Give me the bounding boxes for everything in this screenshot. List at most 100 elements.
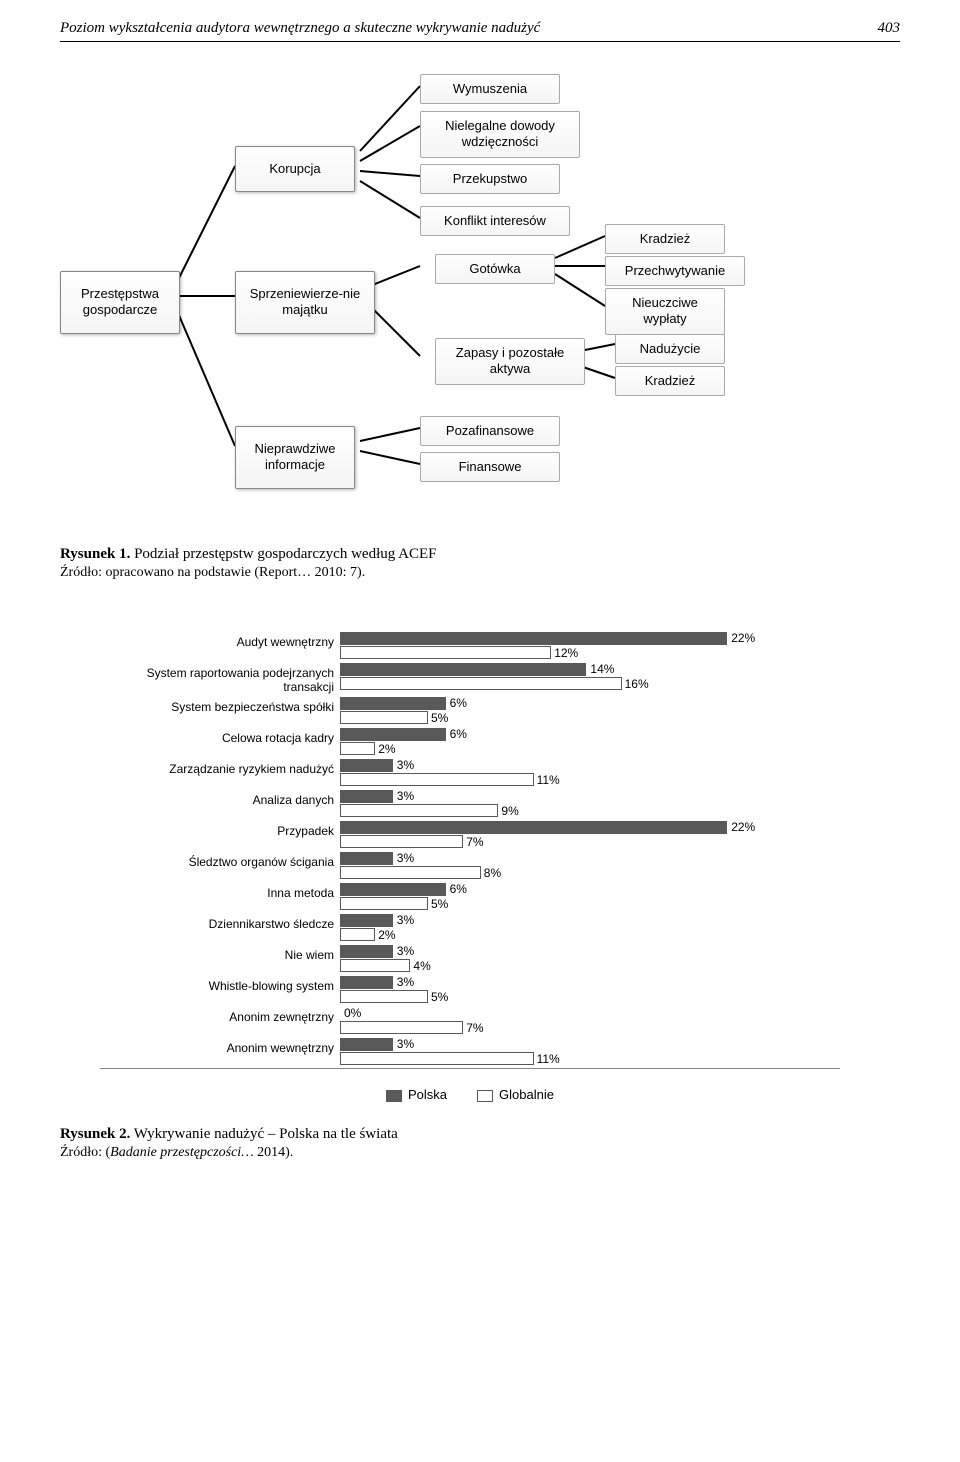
bar-polska: 3% bbox=[340, 852, 393, 865]
bar-pair: 3%4% bbox=[340, 944, 840, 973]
bar-value-polska: 6% bbox=[446, 727, 467, 741]
bar-polska: 3% bbox=[340, 976, 393, 989]
bar-polska: 6% bbox=[340, 728, 446, 741]
bar-row: System bezpieczeństwa spółki6%5% bbox=[100, 696, 840, 725]
node-wymuszenia: Wymuszenia bbox=[420, 74, 560, 104]
bar-value-polska: 6% bbox=[446, 882, 467, 896]
bar-row: Anonim wewnętrzny3%11% bbox=[100, 1037, 840, 1066]
figure2-src-suffix: 2014). bbox=[254, 1145, 294, 1160]
bar-value-global: 2% bbox=[374, 928, 395, 942]
node-sprzeniewierzenie: Sprzeniewierze-nie majątku bbox=[235, 271, 375, 334]
figure2-caption: Rysunek 2. Wykrywanie nadużyć – Polska n… bbox=[60, 1126, 900, 1143]
legend-polska: Polska bbox=[386, 1087, 447, 1102]
bar-polska: 3% bbox=[340, 1038, 393, 1051]
node-kradziez1: Kradzież bbox=[605, 224, 725, 254]
bar-label: Analiza danych bbox=[100, 789, 340, 807]
bar-polska: 6% bbox=[340, 697, 446, 710]
bar-pair: 14% 16% bbox=[340, 662, 840, 691]
bar-pair: 3%11% bbox=[340, 758, 840, 787]
node-przestepstwa: Przestępstwa gospodarcze bbox=[60, 271, 180, 334]
bar-value-global: 8% bbox=[480, 866, 501, 880]
node-gotowka: Gotówka bbox=[435, 254, 555, 284]
bar-row: System raportowania podejrzanych transak… bbox=[100, 662, 840, 694]
figure1-caption-text: Podział przestępstw gospodarczych według… bbox=[130, 546, 436, 562]
bar-chart-legend: Polska Globalnie bbox=[100, 1087, 840, 1102]
bar-row: Przypadek22%7% bbox=[100, 820, 840, 849]
bar-value-global: 5% bbox=[427, 897, 448, 911]
bar-polska: 6% bbox=[340, 883, 446, 896]
bar-global: 5% bbox=[340, 990, 428, 1003]
bar-pair: 3%5% bbox=[340, 975, 840, 1004]
bar-value-polska: 3% bbox=[393, 851, 414, 865]
bar-polska: 3% bbox=[340, 945, 393, 958]
bar-value-polska: 14% bbox=[586, 662, 614, 676]
bar-value-global: 4% bbox=[409, 959, 430, 973]
bar-polska: 3% bbox=[340, 759, 393, 772]
node-kradziez2: Kradzież bbox=[615, 366, 725, 396]
bar-value-global: 12% bbox=[550, 646, 578, 660]
bar-value-global: 2% bbox=[374, 742, 395, 756]
bar-row: Anonim zewnętrzny0%7% bbox=[100, 1006, 840, 1035]
node-nielegalne: Nielegalne dowody wdzięczności bbox=[420, 111, 580, 158]
bar-polska: 3% bbox=[340, 914, 393, 927]
flowchart-diagram: Przestępstwa gospodarcze Korupcja Sprzen… bbox=[60, 66, 900, 516]
bar-pair: 3%2% bbox=[340, 913, 840, 942]
bar-global: 5% bbox=[340, 711, 428, 724]
bar-pair: 6%2% bbox=[340, 727, 840, 756]
bar-label: System raportowania podejrzanych transak… bbox=[100, 662, 340, 694]
bar-chart-plot: Audyt wewnętrzny22%12%System raportowani… bbox=[100, 631, 840, 1069]
bar-label: Whistle-blowing system bbox=[100, 975, 340, 993]
bar-label: Przypadek bbox=[100, 820, 340, 838]
bar-pair: 6%5% bbox=[340, 882, 840, 911]
figure2-src-prefix: Źródło: ( bbox=[60, 1145, 110, 1160]
bar-global: 5% bbox=[340, 897, 428, 910]
bar-global: 8% bbox=[340, 866, 481, 879]
bar-global: 11% bbox=[340, 773, 534, 786]
bar-global: 2% bbox=[340, 928, 375, 941]
bar-label: Śledztwo organów ścigania bbox=[100, 851, 340, 869]
figure2-caption-text: Wykrywanie nadużyć – Polska na tle świat… bbox=[130, 1126, 398, 1142]
bar-value-polska: 3% bbox=[393, 758, 414, 772]
bar-value-global: 7% bbox=[462, 835, 483, 849]
bar-label: Dziennikarstwo śledcze bbox=[100, 913, 340, 931]
node-finansowe: Finansowe bbox=[420, 452, 560, 482]
bar-global: 11% bbox=[340, 1052, 534, 1065]
bar-value-global: 5% bbox=[427, 990, 448, 1004]
bar-label: Inna metoda bbox=[100, 882, 340, 900]
node-przechwytywanie: Przechwytywanie bbox=[605, 256, 745, 286]
bar-pair: 3%8% bbox=[340, 851, 840, 880]
legend-label-global: Globalnie bbox=[499, 1087, 554, 1102]
header-title: Poziom wykształcenia audytora wewnętrzne… bbox=[60, 20, 540, 37]
bar-value-polska: 3% bbox=[393, 789, 414, 803]
legend-label-polska: Polska bbox=[408, 1087, 447, 1102]
bar-row: Inna metoda6%5% bbox=[100, 882, 840, 911]
bar-label: Anonim wewnętrzny bbox=[100, 1037, 340, 1055]
bar-label: Nie wiem bbox=[100, 944, 340, 962]
bar-value-polska: 0% bbox=[340, 1006, 361, 1020]
bar-value-global: 7% bbox=[462, 1021, 483, 1035]
legend-swatch-global bbox=[477, 1090, 493, 1102]
bar-label: Zarządzanie ryzykiem nadużyć bbox=[100, 758, 340, 776]
page-header: Poziom wykształcenia audytora wewnętrzne… bbox=[60, 20, 900, 42]
bar-polska: 22% bbox=[340, 632, 727, 645]
node-naduzycie: Nadużycie bbox=[615, 334, 725, 364]
bar-row: Audyt wewnętrzny22%12% bbox=[100, 631, 840, 660]
bar-global: 9% bbox=[340, 804, 498, 817]
bar-value-global: 16% bbox=[621, 677, 649, 691]
bar-polska: 3% bbox=[340, 790, 393, 803]
figure1-caption: Rysunek 1. Podział przestępstw gospodarc… bbox=[60, 546, 900, 563]
bar-row: Nie wiem3%4% bbox=[100, 944, 840, 973]
bar-global: 2% bbox=[340, 742, 375, 755]
bar-value-polska: 3% bbox=[393, 975, 414, 989]
figure2-source: Źródło: (Badanie przestępczości… 2014). bbox=[60, 1145, 900, 1161]
bar-chart: Audyt wewnętrzny22%12%System raportowani… bbox=[100, 631, 840, 1102]
bar-global: 4% bbox=[340, 959, 410, 972]
bar-global: 7% bbox=[340, 1021, 463, 1034]
bar-label: System bezpieczeństwa spółki bbox=[100, 696, 340, 714]
bar-row: Dziennikarstwo śledcze3%2% bbox=[100, 913, 840, 942]
bar-value-global: 9% bbox=[497, 804, 518, 818]
bar-value-polska: 6% bbox=[446, 696, 467, 710]
legend-swatch-polska bbox=[386, 1090, 402, 1102]
bar-row: Analiza danych3%9% bbox=[100, 789, 840, 818]
bar-value-global: 11% bbox=[533, 773, 560, 787]
